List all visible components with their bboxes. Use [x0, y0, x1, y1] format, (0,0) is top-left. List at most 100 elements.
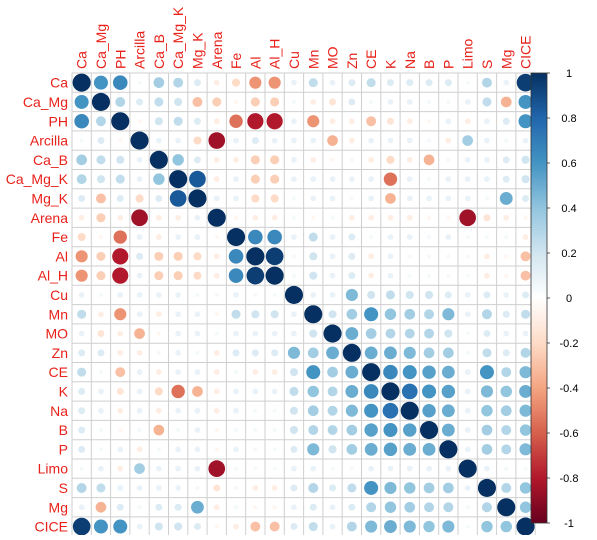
corr-circle-S-Zn	[347, 483, 357, 493]
corr-circle-P-CE	[364, 442, 378, 456]
corr-circle-Mg_K-Mn	[310, 195, 317, 202]
corr-circle-Al_H-PH	[112, 267, 129, 284]
corr-circle-CE-Zn	[345, 365, 359, 379]
corr-circle-B-Arcilla	[137, 428, 142, 433]
corr-circle-MO-Al	[252, 330, 259, 337]
row-label: Arena	[31, 210, 69, 226]
row-label: CICE	[35, 519, 68, 535]
corr-circle-K-S	[480, 385, 494, 398]
corr-circle-K-Arena	[213, 388, 220, 395]
corr-circle-Mg_K-MO	[329, 195, 336, 202]
corr-circle-B-Arena	[214, 428, 219, 433]
corr-circle-K-Mn	[307, 385, 319, 398]
column-label: Zn	[344, 53, 360, 69]
column-label: Ca_Mg_K	[170, 6, 186, 69]
corr-circle-B-Na	[403, 423, 417, 437]
corr-circle-S-PH	[117, 485, 124, 491]
corr-circle-K-Al	[252, 388, 259, 395]
corr-circle-Al-B	[427, 254, 432, 259]
corr-circle-P-Mg_K	[194, 446, 201, 453]
corr-circle-Al-Al_H	[265, 247, 284, 266]
row-label: Cu	[50, 287, 68, 303]
colorbar-tick-label: -0.6	[560, 428, 579, 440]
corr-circle-Limo-Arena	[208, 460, 226, 477]
corr-circle-Ca_B-Al	[250, 155, 260, 165]
corr-circle-Ca-Arena	[213, 79, 220, 86]
corr-circle-Cu-P	[444, 291, 452, 299]
corr-circle-CICE-P	[442, 520, 455, 533]
corr-circle-MO-Arena	[214, 331, 219, 336]
corr-circle-Ca-Ca_Mg	[93, 75, 108, 90]
corr-circle-Cu-MO	[329, 292, 336, 298]
corr-circle-Ca_B-Fe	[233, 156, 239, 163]
corr-circle-Ca_Mg_K-K	[383, 172, 398, 186]
column-label: B	[421, 60, 437, 69]
corr-circle-Limo-Al_H	[272, 466, 277, 471]
corr-circle-Fe-Mg_K	[194, 234, 201, 240]
corr-circle-CE-PH	[115, 367, 126, 378]
corr-circle-Zn-Al	[251, 349, 259, 357]
corr-circle-Mg_K-Ca_Mg_K	[169, 190, 187, 207]
corr-circle-Mn-K	[384, 308, 397, 320]
corr-circle-MO-Fe	[233, 330, 239, 337]
corr-circle-PH-CICE	[518, 114, 533, 129]
corr-circle-P-Mg	[501, 444, 512, 455]
corr-circle-MO-Mg	[503, 330, 510, 337]
corr-circle-Cu-S	[483, 291, 491, 299]
corr-circle-Ca_Mg_K-Na	[406, 176, 413, 183]
corr-circle-Al-PH	[112, 248, 129, 265]
corr-circle-B-Mg	[501, 425, 512, 436]
corr-circle-Al_H-Ca_Mg_K	[173, 271, 183, 281]
corr-circle-B-P	[441, 423, 455, 437]
corr-circle-Na-Limo	[464, 407, 471, 414]
corr-circle-MO-Limo	[465, 331, 470, 336]
corr-circle-Mn-Ca	[77, 309, 87, 319]
corr-circle-Ca_B-P	[446, 157, 451, 162]
corr-circle-CE-Limo	[464, 369, 471, 376]
corr-circle-CICE-Ca_Mg_K	[174, 522, 183, 531]
corr-circle-Zn-S	[482, 348, 492, 358]
corr-circle-Al_H-P	[446, 273, 451, 278]
corr-circle-Al-Ca_Mg	[96, 251, 106, 261]
corr-circle-Arcilla-Zn	[348, 137, 355, 144]
corr-circle-Ca_Mg_K-Ca_Mg_K	[169, 170, 188, 189]
corr-circle-CICE-Arena	[214, 524, 219, 529]
corr-circle-Ca_Mg_K-Arcilla	[136, 176, 143, 183]
row-labels: Ca Ca_Mg PH Arcilla Ca_B Ca_Mg_K Mg_K Arena Fe Al…	[6, 75, 69, 535]
corr-circle-Mn-Arcilla	[136, 311, 143, 318]
corr-circle-PH-Ca_Mg	[95, 116, 106, 127]
corr-circle-Fe-S	[484, 235, 489, 240]
corr-circle-P-MO	[328, 445, 337, 454]
corr-circle-CE-K	[383, 364, 398, 380]
corr-circle-S-Ca	[76, 482, 87, 493]
corr-circle-CICE-Ca_Mg	[93, 519, 108, 534]
corr-circle-Na-Arena	[213, 407, 220, 414]
corr-circle-Na-Cu	[289, 406, 299, 415]
corr-circle-Ca_Mg-MO	[329, 98, 337, 106]
corr-circle-Zn-Arena	[213, 349, 220, 356]
corr-circle-B-Al	[253, 428, 258, 433]
corr-circle-Cu-Zn	[345, 288, 358, 302]
corr-circle-PH-Fe	[229, 114, 243, 128]
corr-circle-Ca_Mg_K-S	[484, 176, 490, 183]
corr-circle-Ca_B-Al_H	[270, 155, 280, 165]
corr-circle-Mn-Ca_B	[155, 311, 162, 318]
corr-circle-S-Mg_K	[195, 485, 200, 490]
corr-circle-Mg_K-Arena	[213, 195, 220, 202]
corr-circle-S-CICE	[519, 482, 532, 494]
corr-circle-Ca_Mg_K-Ca	[76, 174, 87, 185]
corr-circle-K-Ca_Mg_K	[171, 384, 185, 399]
corr-circle-Ca_Mg-PH	[115, 96, 126, 107]
corr-circle-Ca_B-K	[386, 155, 395, 164]
corr-circle-Limo-Arcilla	[134, 463, 145, 474]
corr-circle-Ca_Mg_K-Mg	[502, 175, 510, 183]
corr-circle-Ca_Mg-Zn	[348, 98, 356, 106]
corr-circle-Cu-Mg	[503, 292, 510, 298]
corr-circle-Limo-Mn	[310, 465, 317, 472]
corr-circle-CE-Fe	[234, 370, 239, 375]
corr-circle-Cu-Ca	[78, 292, 85, 298]
colorbar-tick-label: -1	[564, 518, 574, 530]
corr-circle-Na-Zn	[345, 404, 358, 417]
corr-circle-Arcilla-S	[484, 137, 490, 144]
corr-circle-K-Na	[401, 383, 418, 400]
